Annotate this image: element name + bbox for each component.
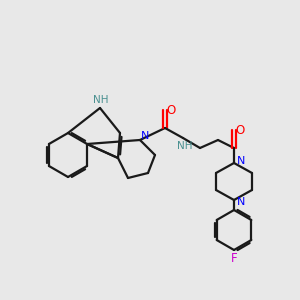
Text: F: F: [231, 251, 237, 265]
Text: N: N: [237, 197, 245, 207]
Text: N: N: [237, 156, 245, 166]
Text: O: O: [236, 124, 244, 136]
Text: N: N: [141, 131, 149, 141]
Text: O: O: [167, 103, 176, 116]
Text: NH: NH: [93, 95, 109, 105]
Text: NH: NH: [177, 141, 193, 151]
